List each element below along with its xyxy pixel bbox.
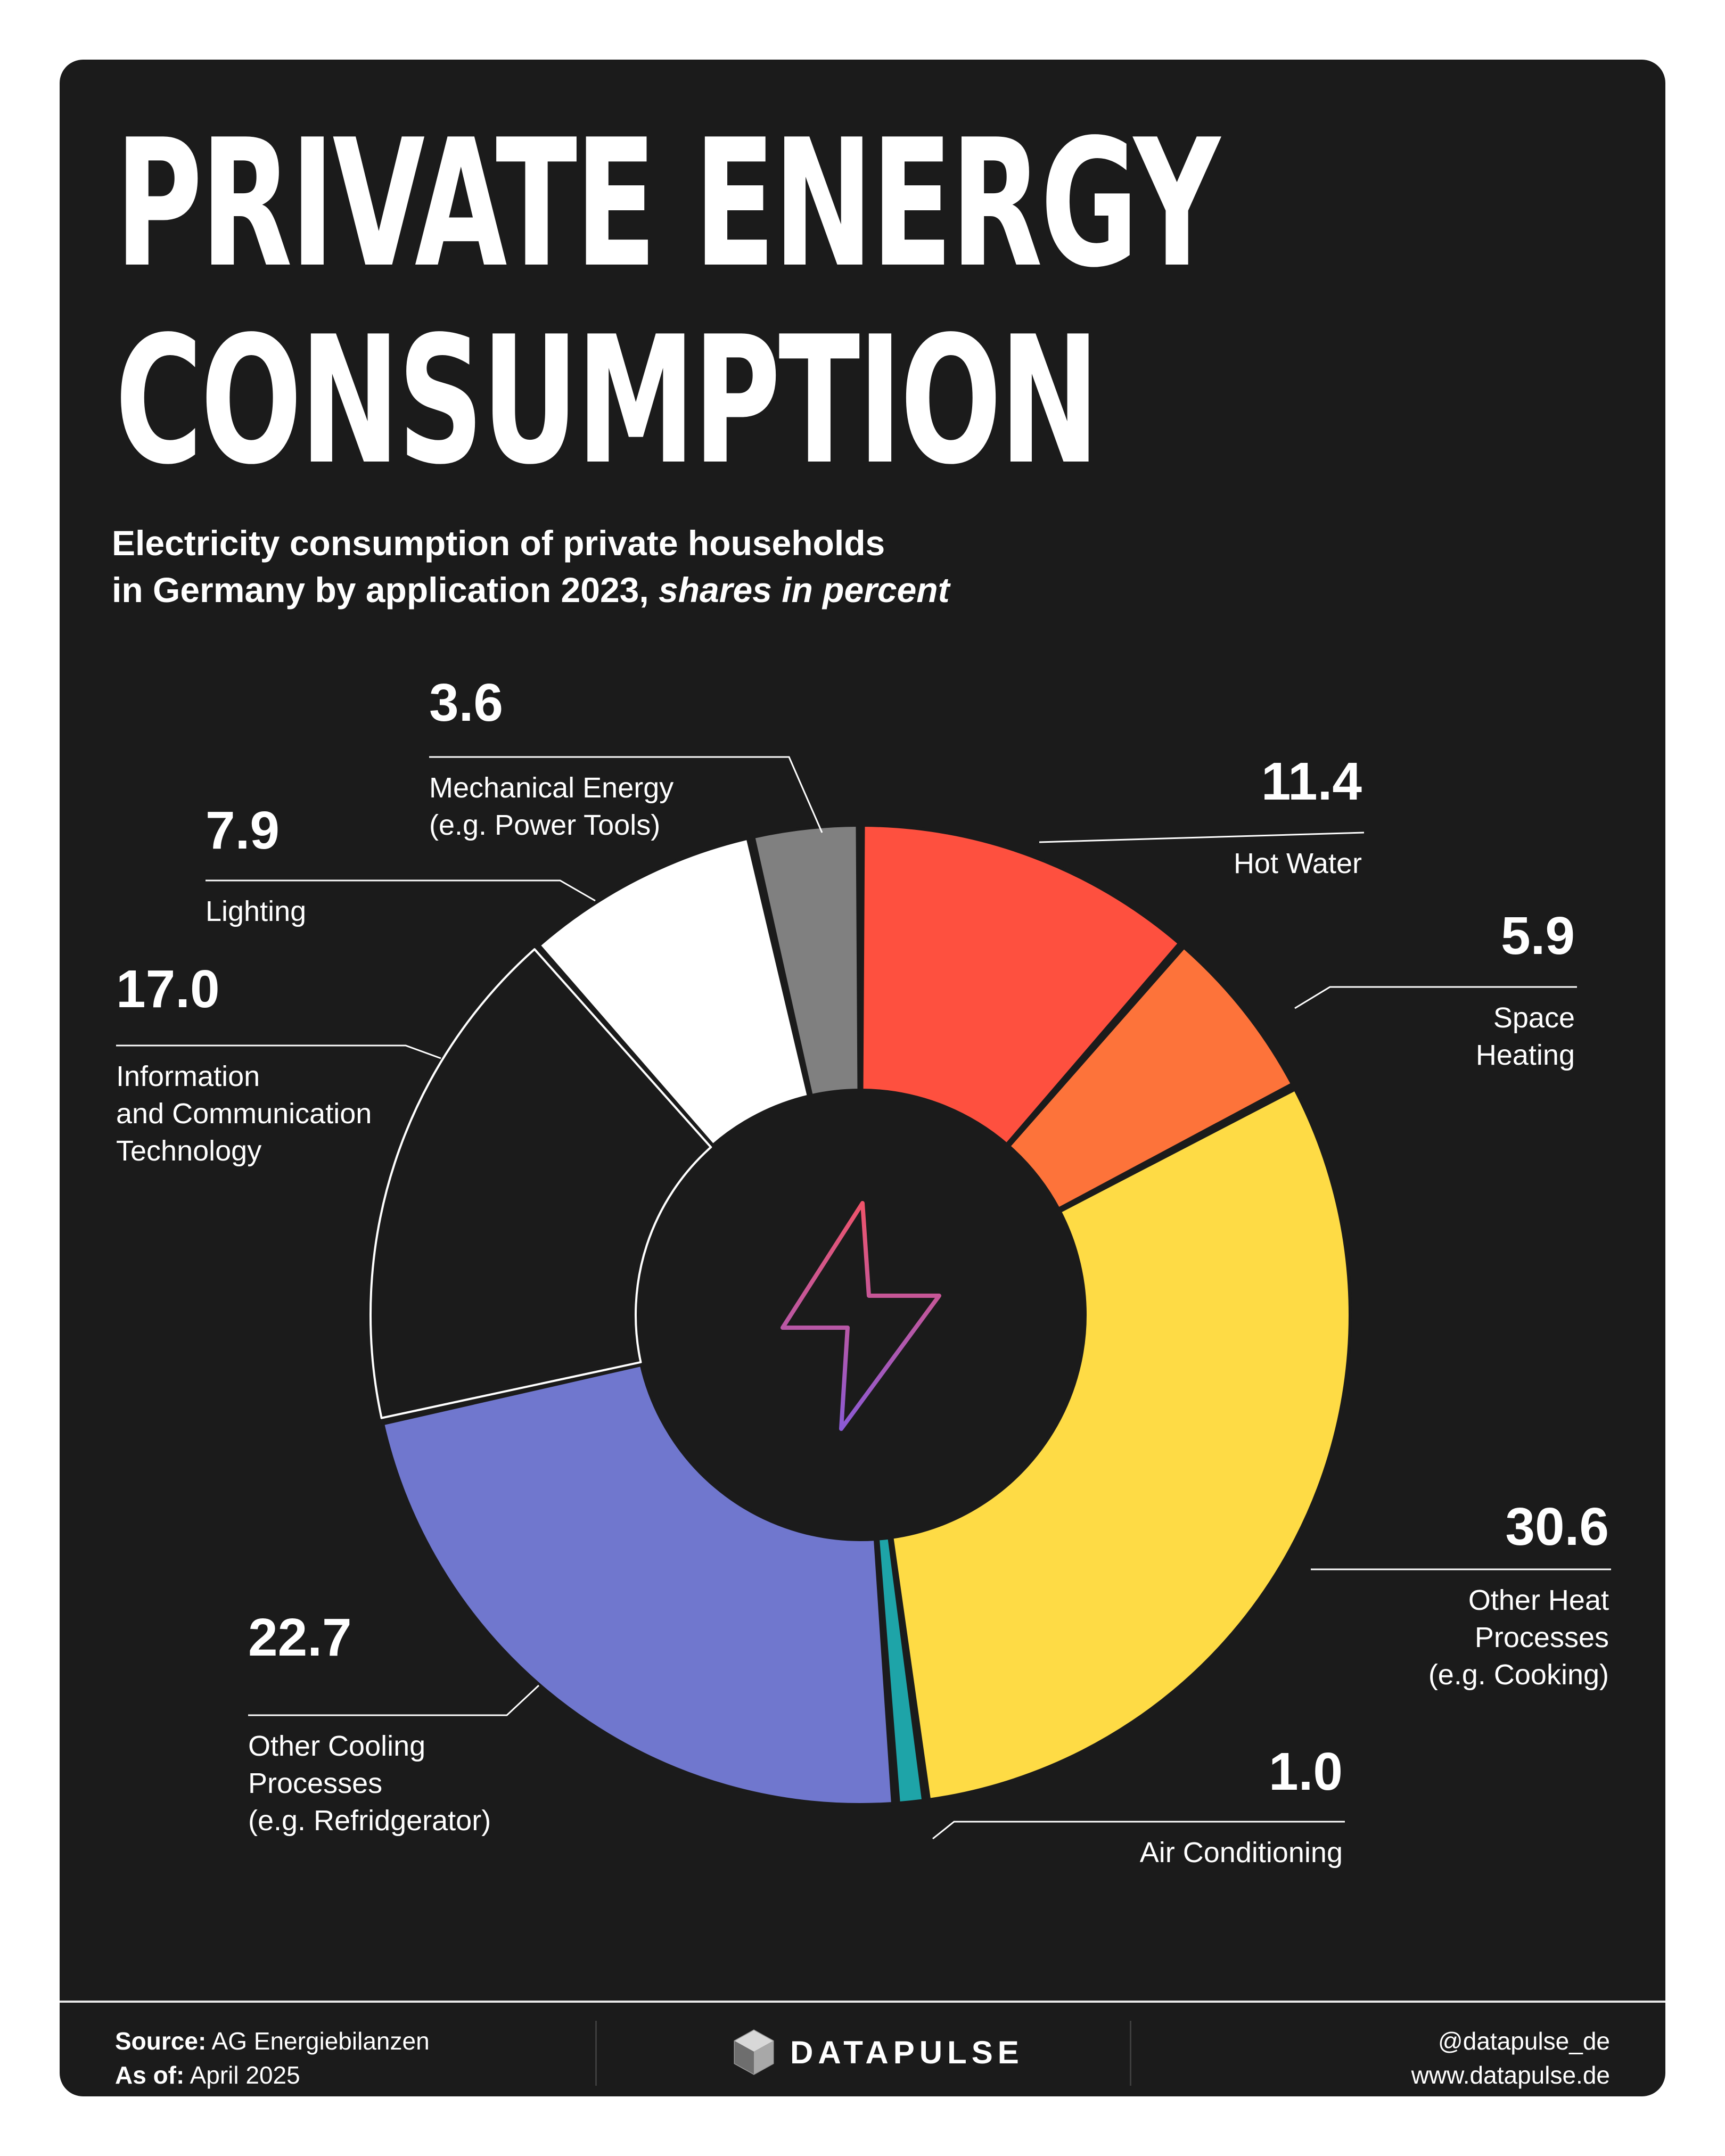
subtitle-line-2-text: in Germany by application 2023, — [112, 570, 659, 610]
page-title: PRIVATE ENERGY CONSUMPTION — [115, 102, 1220, 503]
category-label-line: (e.g. Cooking) — [1428, 1659, 1609, 1691]
category-label-mechanical-energy: Mechanical Energy (e.g. Power Tools) — [429, 772, 673, 841]
value-label-mechanical-energy: 3.6 — [429, 673, 503, 733]
category-label-air-conditioning: Air Conditioning — [1140, 1837, 1343, 1869]
value-label-ict: 17.0 — [116, 959, 220, 1019]
category-label-line: Air Conditioning — [1140, 1837, 1343, 1869]
website-link[interactable]: www.datapulse.de — [1411, 2061, 1610, 2089]
brand: DATAPULSE — [732, 2028, 1024, 2076]
category-label-line: Technology — [116, 1135, 261, 1167]
leader-line-mechanical-energy — [429, 756, 823, 833]
category-label-line: Processes — [1475, 1622, 1609, 1653]
leader-line-other-cooling — [248, 1684, 540, 1716]
slice-other-heat — [890, 1088, 1352, 1801]
footer-source-block: Source: AG Energiebilanzen As of: April … — [115, 2024, 430, 2092]
value-label-space-heating: 5.9 — [1501, 906, 1575, 966]
leader-line-air-conditioning — [932, 1821, 1345, 1840]
value-label-air-conditioning: 1.0 — [1269, 1742, 1343, 1801]
leader-line-hot-water — [1039, 832, 1365, 843]
category-label-other-heat: Other Heat Processes (e.g. Cooking) — [1428, 1584, 1609, 1691]
category-label-line: Heating — [1476, 1039, 1575, 1071]
category-label-line: Information — [116, 1060, 260, 1092]
infographic-card: PRIVATE ENERGY CONSUMPTION Electricity c… — [60, 60, 1665, 2096]
value-label-hot-water: 11.4 — [1261, 752, 1362, 811]
value-label-other-heat: 30.6 — [1505, 1497, 1609, 1557]
slice-space-heating — [1007, 945, 1294, 1211]
footer-contact-block: @datapulse_de www.datapulse.de — [1411, 2024, 1610, 2092]
category-label-hot-water: Hot Water — [1234, 847, 1362, 879]
title-line-2: CONSUMPTION — [115, 299, 1099, 503]
category-label-line: Processes — [248, 1767, 382, 1799]
slice-ict — [369, 948, 712, 1419]
category-label-line: Other Cooling — [248, 1730, 425, 1762]
category-label-ict: Information and Communication Technology — [116, 1060, 372, 1167]
category-label-line: Lighting — [206, 895, 306, 927]
slice-other-cooling — [381, 1363, 894, 1806]
slice-lighting — [537, 836, 810, 1147]
footer-divider — [595, 2021, 597, 2086]
datapulse-logo-icon — [734, 2029, 774, 2075]
title-line-1: PRIVATE ENERGY — [115, 102, 1220, 306]
category-label-space-heating: Space Heating — [1476, 1002, 1575, 1071]
category-label-line: (e.g. Refridgerator) — [248, 1805, 491, 1837]
source-value: AG Energiebilanzen — [211, 2027, 430, 2055]
subtitle: Electricity consumption of private house… — [112, 520, 950, 613]
slice-mechanical-energy — [752, 824, 861, 1098]
value-label-other-cooling: 22.7 — [248, 1608, 352, 1667]
footer: Source: AG Energiebilanzen As of: April … — [60, 2001, 1665, 2096]
category-label-line: Hot Water — [1234, 847, 1362, 879]
category-label-line: and Communication — [116, 1098, 372, 1130]
category-label-lighting: Lighting — [206, 895, 306, 927]
value-label-lighting: 7.9 — [206, 801, 280, 860]
subtitle-line-1: Electricity consumption of private house… — [112, 523, 885, 563]
lightning-bolt-icon — [781, 1201, 941, 1431]
category-label-other-cooling: Other Cooling Processes (e.g. Refridgerato… — [248, 1730, 491, 1837]
slice-air-conditioning — [876, 1536, 925, 1805]
category-label-line: Other Heat — [1468, 1584, 1609, 1616]
asof-value: April 2025 — [190, 2061, 300, 2089]
slice-hot-water — [860, 824, 1181, 1146]
category-label-line: Mechanical Energy — [429, 772, 673, 804]
asof-label: As of: — [115, 2061, 185, 2089]
category-label-line: Space — [1493, 1002, 1575, 1034]
footer-divider — [1130, 2021, 1131, 2086]
subtitle-line-2: in Germany by application 2023, shares i… — [112, 566, 950, 613]
source-label: Source: — [115, 2027, 207, 2055]
donut-chart: 11.4 Hot Water 5.9 Space Heating 30.6 Other He… — [116, 673, 1611, 1869]
leader-line-space-heating — [1294, 986, 1577, 1009]
leader-line-ict — [116, 1044, 441, 1059]
category-label-line: (e.g. Power Tools) — [429, 809, 660, 841]
social-handle: @datapulse_de — [1438, 2027, 1610, 2055]
brand-name: DATAPULSE — [790, 2034, 1024, 2070]
leader-line-lighting — [206, 879, 596, 902]
subtitle-unit: shares in percent — [659, 570, 950, 610]
